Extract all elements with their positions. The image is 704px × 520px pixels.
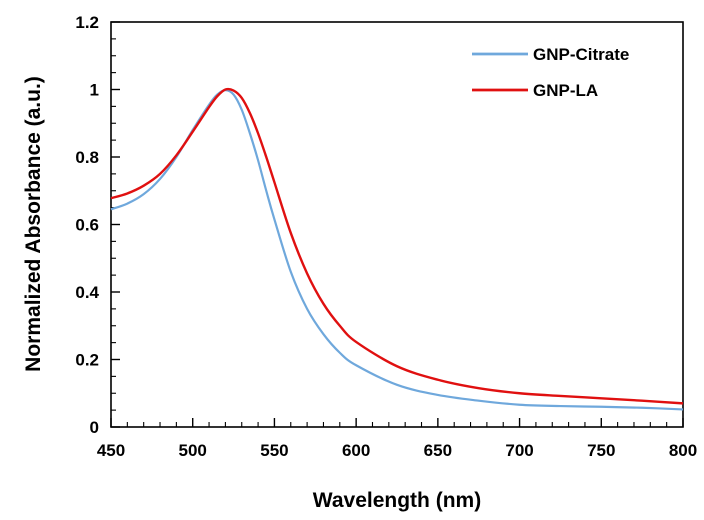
series-line-gnp-citrate <box>110 89 684 411</box>
x-tick-label: 700 <box>505 441 533 460</box>
x-tick-label: 800 <box>669 441 697 460</box>
x-tick-label: 450 <box>97 441 125 460</box>
x-tick-label: 650 <box>424 441 452 460</box>
x-tick-label: 750 <box>587 441 615 460</box>
x-tick-label: 600 <box>342 441 370 460</box>
y-tick-label: 0 <box>90 418 99 437</box>
series-line-gnp-la <box>110 87 684 405</box>
y-tick-label: 0.2 <box>75 351 99 370</box>
y-tick-label: 0.6 <box>75 216 99 235</box>
legend: GNP-Citrate GNP-LA <box>472 45 629 100</box>
axes-layer: 450 500 550 600 650 700 750 800 0 0.2 0.4 0.6 0.8 1 1.… <box>75 13 697 460</box>
x-tick-label: 500 <box>179 441 207 460</box>
legend-label: GNP-LA <box>533 81 598 100</box>
y-axis-title: Normalized Absorbance (a.u.) <box>22 76 45 372</box>
x-axis-title: Wavelength (nm) <box>313 489 481 512</box>
y-tick-label: 1.2 <box>75 13 99 32</box>
x-tick-label: 550 <box>260 441 288 460</box>
series-layer <box>110 87 684 411</box>
legend-label: GNP-Citrate <box>533 45 629 64</box>
y-tick-label: 0.4 <box>75 283 99 302</box>
y-tick-label: 0.8 <box>75 148 99 167</box>
y-tick-label: 1 <box>90 81 99 100</box>
